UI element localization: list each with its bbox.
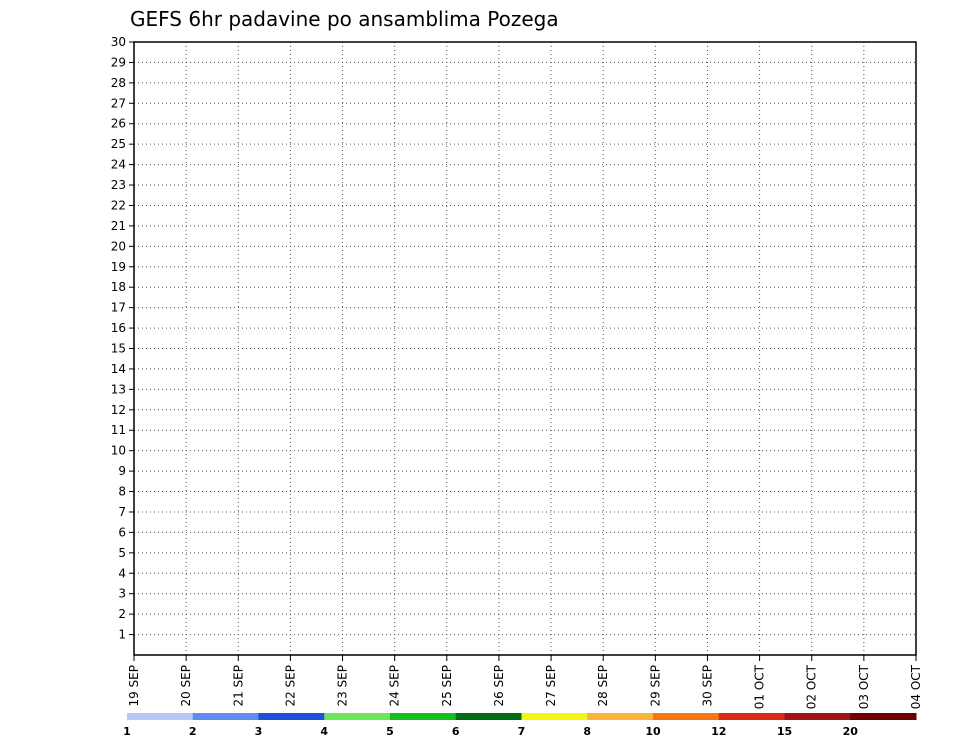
y-tick-label: 11 <box>111 423 126 437</box>
y-tick-label: 17 <box>111 301 126 315</box>
chart-grid <box>134 42 916 655</box>
x-tick-label: 24 SEP <box>388 665 402 707</box>
y-tick-label: 19 <box>111 260 126 274</box>
y-tick-label: 13 <box>111 382 126 396</box>
colorbar-swatch <box>127 713 194 720</box>
colorbar: 1 2 3 4 5 6 7 8 10 12 15 20 <box>123 713 917 738</box>
x-tick-label: 29 SEP <box>648 665 662 707</box>
colorbar-label: 20 <box>843 725 859 738</box>
x-tick-label: 02 OCT <box>805 664 819 709</box>
plot-frame <box>133 41 917 656</box>
x-tick-label: 01 OCT <box>753 664 767 709</box>
y-tick-label: 24 <box>111 158 126 172</box>
y-tick-label: 30 <box>111 35 126 49</box>
colorbar-swatch <box>784 713 851 720</box>
y-tick-label: 8 <box>118 485 126 499</box>
x-tick-label: 04 OCT <box>909 664 923 709</box>
y-axis-ticks: 1234567891011121314151617181920212223242… <box>111 35 134 642</box>
colorbar-swatch <box>521 713 588 720</box>
y-tick-label: 4 <box>118 566 126 580</box>
x-axis-ticks: 19 SEP 20 SEP 21 SEP 22 SEP 23 SEP 24 SEP 25 S… <box>127 655 923 709</box>
y-tick-label: 18 <box>111 280 126 294</box>
y-tick-label: 15 <box>111 342 126 356</box>
colorbar-swatch <box>324 713 391 720</box>
y-tick-label: 27 <box>111 96 126 110</box>
y-tick-label: 23 <box>111 178 126 192</box>
colorbar-swatch <box>192 713 259 720</box>
y-tick-label: 6 <box>118 525 126 539</box>
x-tick-label: 03 OCT <box>857 664 871 709</box>
colorbar-swatch <box>718 713 785 720</box>
x-tick-label: 19 SEP <box>127 665 141 707</box>
colorbar-label: 10 <box>645 725 661 738</box>
y-tick-label: 1 <box>118 628 126 642</box>
y-tick-label: 10 <box>111 444 126 458</box>
x-tick-label: 28 SEP <box>596 665 610 707</box>
y-tick-label: 12 <box>111 403 126 417</box>
y-tick-label: 9 <box>118 464 126 478</box>
chart-title: GEFS 6hr padavine po ansamblima Pozega <box>130 7 559 31</box>
colorbar-swatch <box>455 713 522 720</box>
colorbar-label: 4 <box>320 725 328 738</box>
y-tick-label: 20 <box>111 239 126 253</box>
y-tick-label: 7 <box>118 505 126 519</box>
x-tick-label: 27 SEP <box>544 665 558 707</box>
x-tick-label: 26 SEP <box>492 665 506 707</box>
colorbar-label: 15 <box>777 725 792 738</box>
x-tick-label: 22 SEP <box>283 665 297 707</box>
x-tick-label: 30 SEP <box>700 665 714 707</box>
y-tick-label: 28 <box>111 76 126 90</box>
y-tick-label: 3 <box>118 587 126 601</box>
colorbar-swatch <box>258 713 325 720</box>
colorbar-swatch <box>390 713 457 720</box>
colorbar-label: 2 <box>189 725 197 738</box>
x-tick-label: 21 SEP <box>231 665 245 707</box>
y-tick-label: 25 <box>111 137 126 151</box>
x-tick-label: 20 SEP <box>179 665 193 707</box>
x-tick-label: 25 SEP <box>440 665 454 707</box>
x-tick-label: 23 SEP <box>336 665 350 707</box>
colorbar-swatch <box>850 713 917 720</box>
colorbar-swatch <box>587 713 654 720</box>
colorbar-swatch <box>653 713 720 720</box>
colorbar-label: 7 <box>518 725 526 738</box>
y-tick-label: 29 <box>111 55 126 69</box>
colorbar-label: 1 <box>123 725 131 738</box>
y-tick-label: 14 <box>111 362 126 376</box>
y-tick-label: 5 <box>118 546 126 560</box>
colorbar-label: 12 <box>711 725 726 738</box>
y-tick-label: 2 <box>118 607 126 621</box>
colorbar-label: 3 <box>255 725 263 738</box>
colorbar-label: 5 <box>386 725 394 738</box>
colorbar-label: 8 <box>583 725 591 738</box>
colorbar-label: 6 <box>452 725 460 738</box>
y-tick-label: 21 <box>111 219 126 233</box>
y-tick-label: 16 <box>111 321 126 335</box>
y-tick-label: 26 <box>111 117 126 131</box>
y-tick-label: 22 <box>111 198 126 212</box>
